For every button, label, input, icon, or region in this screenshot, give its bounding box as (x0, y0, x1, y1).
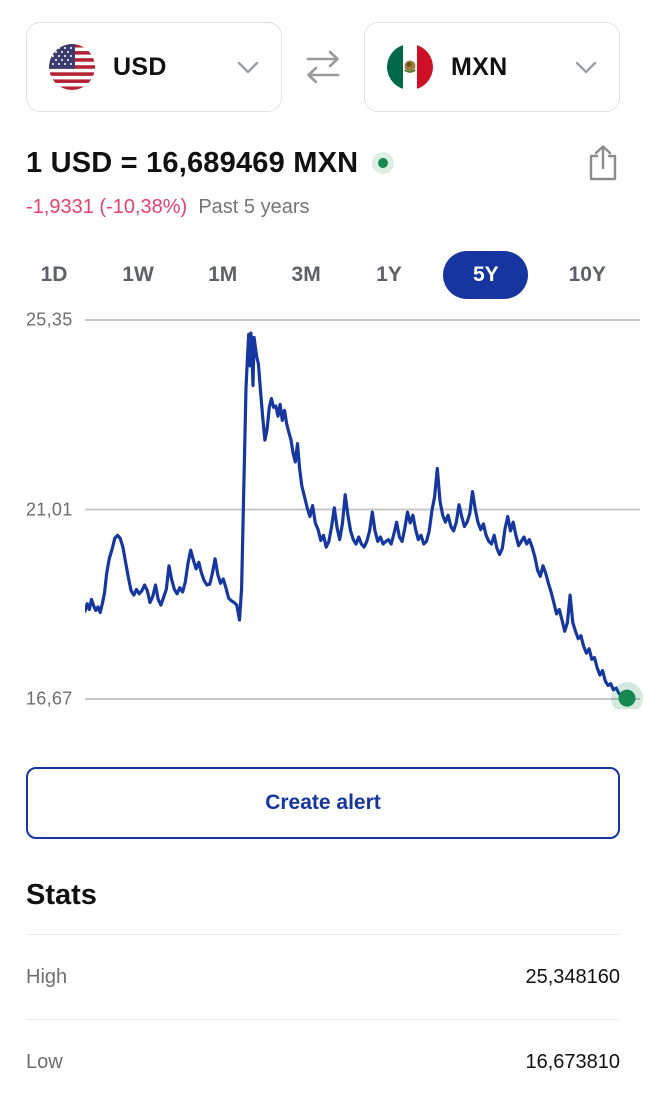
stat-value: 25,348160 (525, 965, 620, 988)
to-currency-code: MXN (451, 52, 508, 81)
chart-canvas[interactable] (85, 309, 646, 709)
end-point-dot (618, 689, 636, 707)
tab-1y[interactable]: 1Y (376, 263, 402, 286)
y-axis-tick-middle: 21,01 (26, 499, 73, 519)
time-range-tabs: 1D 1W 1M 3M 1Y 5Y 10Y (26, 251, 620, 299)
chevron-down-icon (237, 61, 259, 74)
swap-horizontal-arrows-icon (306, 50, 340, 84)
to-currency-selector[interactable]: MXN (364, 22, 620, 112)
rate-title: 1 USD = 16,689469 MXN (26, 146, 359, 179)
rate-line-series (85, 331, 629, 700)
stats-heading: Stats (26, 879, 97, 911)
tab-1d[interactable]: 1D (40, 263, 68, 286)
us-flag-icon (49, 44, 95, 90)
from-currency-selector[interactable]: USD (26, 22, 282, 112)
stat-row-high: High 25,348160 (26, 934, 620, 1019)
live-rate-green-dot-icon (372, 152, 395, 174)
tab-10y[interactable]: 10Y (568, 263, 606, 286)
exchange-rate-chart[interactable]: 25,35 21,01 16,67 (0, 309, 646, 709)
tab-3m[interactable]: 3M (291, 263, 321, 286)
stats-list: High 25,348160 Low 16,673810 (26, 934, 620, 1099)
tab-5y[interactable]: 5Y (443, 251, 529, 299)
chevron-down-icon (575, 61, 597, 74)
mx-flag-icon (387, 44, 433, 90)
rate-change-row: -1,9331 (-10,38%) Past 5 years (26, 196, 620, 219)
tab-1m[interactable]: 1M (208, 263, 238, 286)
y-axis-tick-bottom: 16,67 (26, 688, 73, 709)
rate-header: 1 USD = 16,689469 MXN (26, 144, 620, 182)
share-button[interactable] (586, 144, 620, 182)
from-currency-code: USD (113, 52, 167, 81)
rate-change-value: -1,9331 (-10,38%) (26, 196, 188, 218)
chart-gridlines (85, 319, 640, 700)
stat-label: Low (26, 1050, 63, 1073)
rate-change-period: Past 5 years (198, 196, 310, 218)
stat-value: 16,673810 (525, 1050, 620, 1073)
create-alert-button[interactable]: Create alert (26, 767, 620, 839)
share-icon (589, 145, 617, 181)
currency-selector-row: USD (26, 22, 620, 112)
stat-label: High (26, 965, 68, 988)
tab-1w[interactable]: 1W (122, 263, 154, 286)
currency-converter-page: USD (0, 22, 646, 1099)
y-axis-tick-top: 25,35 (26, 309, 73, 330)
swap-currencies-button[interactable] (297, 48, 349, 86)
stat-row-low: Low 16,673810 (26, 1019, 620, 1099)
